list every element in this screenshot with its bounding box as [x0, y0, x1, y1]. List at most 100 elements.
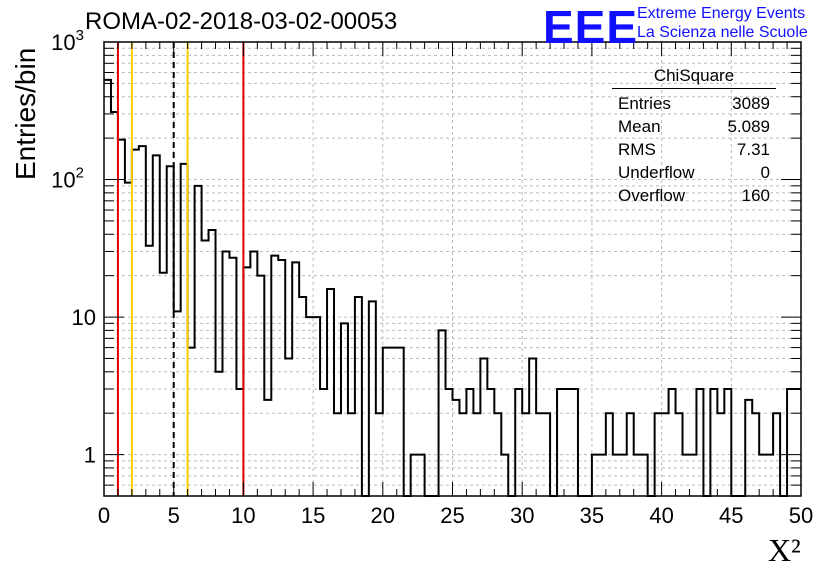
histogram-bin [202, 241, 209, 496]
histogram-bin [446, 389, 453, 496]
histogram-bin [174, 311, 181, 496]
x-tick-label: 30 [510, 503, 534, 528]
histogram-series [104, 78, 801, 497]
histogram-bin [606, 413, 613, 496]
histogram-bin [292, 262, 299, 496]
histogram-bin [501, 455, 508, 496]
stats-label: Mean [618, 117, 661, 136]
x-tick-label: 20 [371, 503, 395, 528]
histogram-bin [724, 389, 731, 496]
stats-label: Overflow [618, 186, 686, 205]
histogram-bin [397, 348, 404, 496]
histogram-bin [487, 389, 494, 496]
histogram-bin [271, 256, 278, 496]
histogram-bin [146, 246, 153, 496]
histogram-bin [529, 358, 536, 496]
histogram-bin [257, 276, 264, 496]
histogram-bin [662, 413, 669, 496]
histogram-bin [348, 413, 355, 496]
histogram-bin [676, 413, 683, 496]
x-tick-label: 40 [649, 503, 673, 528]
histogram-bin [466, 389, 473, 496]
x-tick-label: 45 [719, 503, 743, 528]
histogram-bin [153, 155, 160, 496]
histogram-bin [480, 358, 487, 496]
histogram-bin [641, 455, 648, 496]
histogram-bin [669, 389, 676, 496]
histogram-bin [655, 413, 662, 496]
stats-title: ChiSquare [612, 66, 776, 89]
y-tick-label: 102 [51, 165, 84, 193]
histogram-bin [459, 413, 466, 496]
histogram-bin [689, 455, 696, 496]
y-tick-label: 10 [72, 305, 96, 330]
stats-row-entries: Entries 3089 [612, 92, 776, 115]
histogram-bin [299, 297, 306, 496]
histogram-bin [167, 166, 174, 496]
histogram-bin [411, 455, 418, 496]
histogram-bin [627, 413, 634, 496]
x-tick-label: 15 [301, 503, 325, 528]
histogram-bin [369, 301, 376, 496]
histogram-bin [306, 317, 313, 496]
y-tick-label: 1 [84, 443, 96, 468]
x-tick-label: 5 [168, 503, 180, 528]
run-title: ROMA-02-2018-03-02-00053 [85, 8, 398, 35]
histogram-bin [278, 260, 285, 496]
histogram-bin [341, 323, 348, 496]
histogram-bin [243, 267, 250, 496]
histogram-bin [620, 455, 627, 496]
histogram-bin [181, 164, 188, 496]
histogram-bin [599, 455, 606, 496]
histogram-bin [794, 389, 801, 496]
histogram-bin [216, 372, 223, 496]
histogram-bin [696, 389, 703, 496]
histogram-bin [787, 389, 794, 496]
stats-row-underflow: Underflow 0 [612, 161, 776, 184]
histogram-bin [571, 389, 578, 496]
histogram-bin [613, 455, 620, 496]
x-axis-label: X² [768, 532, 801, 568]
stats-label: Entries [618, 94, 671, 113]
stats-label: Underflow [618, 163, 695, 182]
histogram-bin [515, 389, 522, 496]
x-tick-label: 10 [231, 503, 255, 528]
stats-value: 7.31 [736, 140, 770, 159]
histogram-bin [250, 251, 257, 496]
stats-row-rms: RMS 7.31 [612, 138, 776, 161]
histogram-bin [313, 317, 320, 496]
logo-line-1: Extreme Energy Events [637, 5, 806, 22]
histogram-bin [104, 80, 111, 496]
histogram-bin [327, 289, 334, 496]
y-tick-label: 103 [51, 27, 84, 55]
histogram-bin [139, 146, 146, 496]
histogram-bin [111, 112, 118, 496]
histogram-bin [236, 389, 243, 496]
histogram-bin [390, 348, 397, 496]
histogram-bin [195, 186, 202, 496]
histogram-bin [355, 297, 362, 496]
histogram-bin [494, 413, 501, 496]
histogram-bin [592, 455, 599, 496]
histogram-bin [264, 400, 271, 496]
histogram-bin [773, 413, 780, 496]
histogram-bin [222, 251, 229, 496]
y-axis-label: Entries/bin [10, 47, 41, 180]
x-tick-label: 35 [580, 503, 604, 528]
histogram-bin [759, 455, 766, 496]
histogram-bin [536, 413, 543, 496]
histogram-bin [132, 150, 139, 496]
histogram-bin [752, 413, 759, 496]
stats-value: 5.089 [727, 117, 770, 136]
x-tick-label: 0 [98, 503, 110, 528]
stats-value: 160 [741, 186, 770, 205]
histogram-bin [564, 389, 571, 496]
histogram-bin [522, 413, 529, 496]
stats-label: RMS [618, 140, 656, 159]
x-tick-label: 50 [789, 503, 813, 528]
histogram-bin [160, 273, 167, 496]
histogram-bin [209, 230, 216, 496]
histogram-bin [710, 389, 717, 496]
stats-value: 0 [760, 163, 770, 182]
